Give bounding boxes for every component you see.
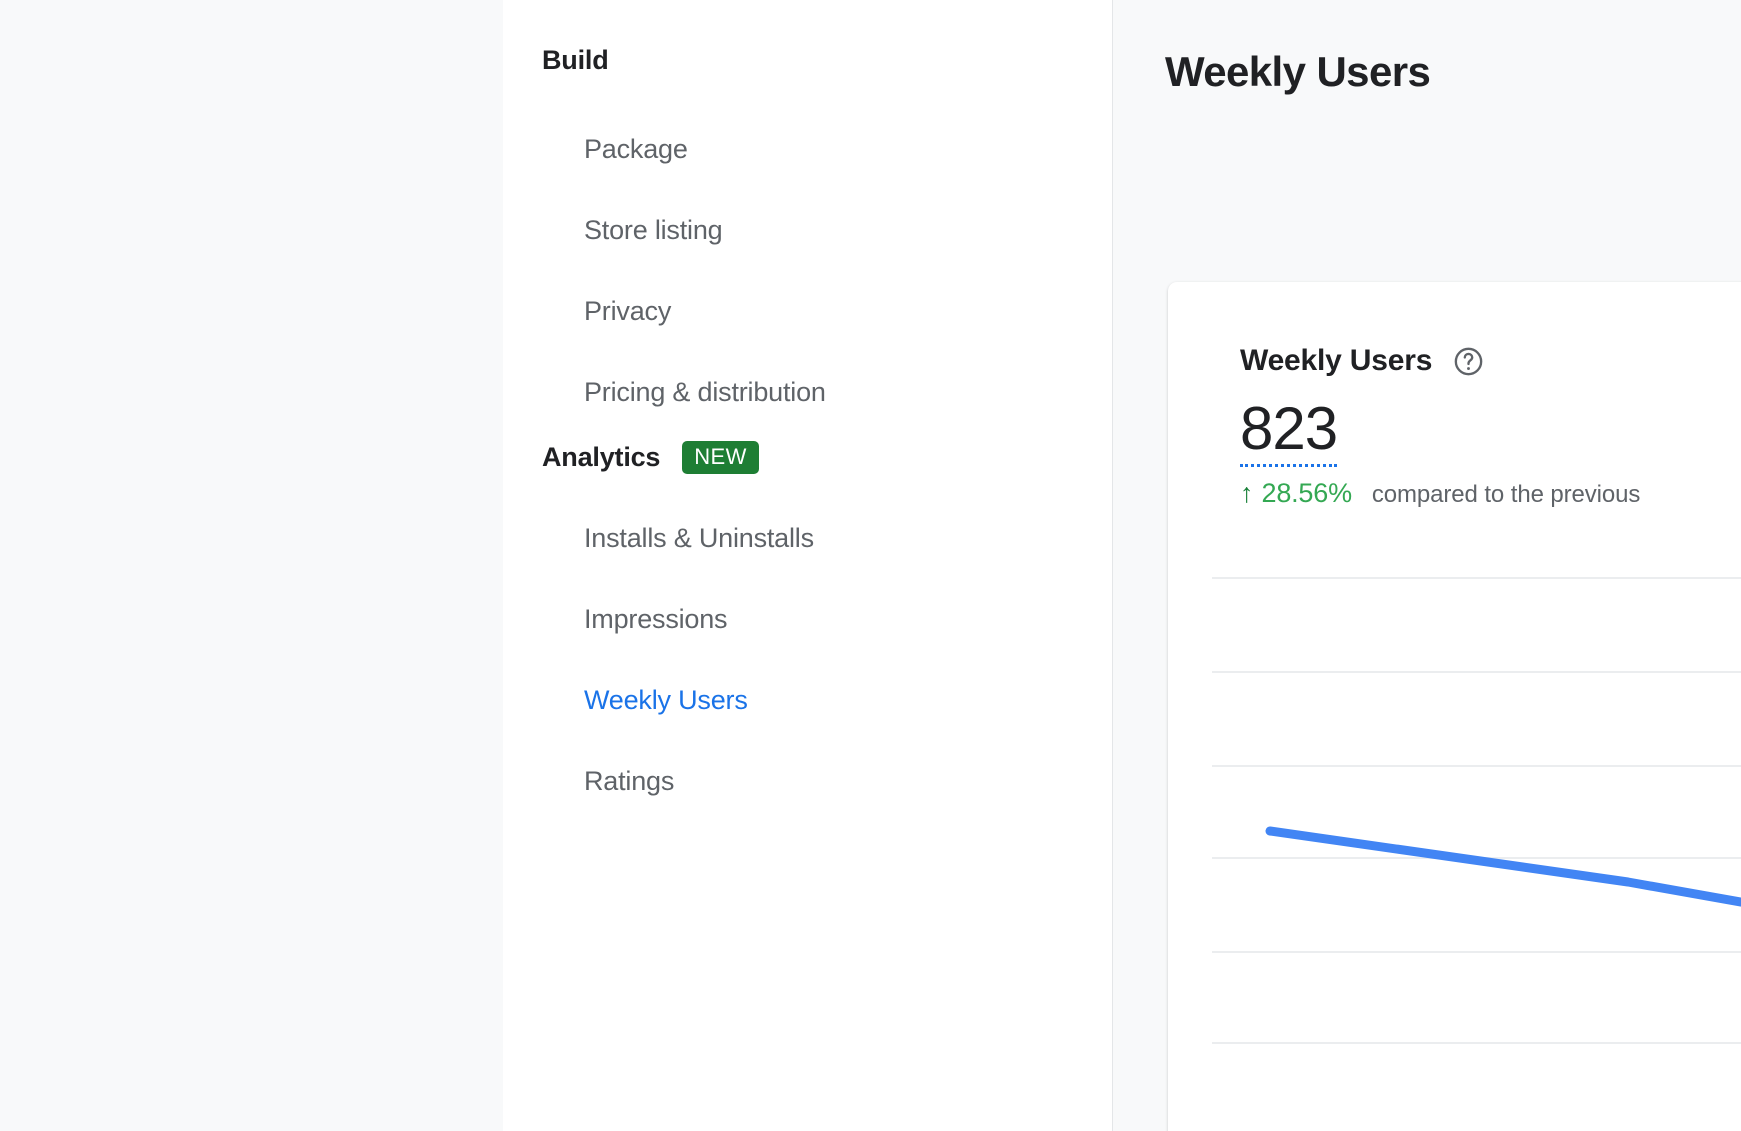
metric-header: Weekly Users [1240,344,1485,378]
card-inner: Weekly Users 823 ↑ 28.56% com [1168,282,1741,1131]
sidebar-item-label: Ratings [584,766,675,796]
chart-gridlines [1212,577,1741,1044]
spacer [503,481,1112,497]
nav-group-build: Build [503,36,1112,84]
chart-svg [1212,577,1741,1044]
sidebar-item-label: Package [584,133,688,164]
nav-group-analytics: Analytics NEW [503,433,1112,481]
delta-note: compared to the previous [1371,481,1641,508]
sidebar-item-ratings[interactable]: Ratings [503,741,1112,822]
metric-title: Weekly Users [1240,344,1433,377]
page-title: Weekly Users [1165,48,1431,95]
nav-group-label: Analytics [542,441,661,472]
left-gutter [0,0,503,1131]
weekly-users-line-chart[interactable] [1168,530,1741,1131]
sidebar-item-label: Weekly Users [584,685,748,715]
metric-delta: ↑ 28.56% compared to the previous [1240,478,1640,509]
sidebar-navigation: Build Package Store listing Privacy Pric… [503,0,1113,1131]
spacer [503,84,1112,108]
metric-value[interactable]: 823 [1240,396,1338,467]
sidebar-item-package[interactable]: Package [503,108,1112,190]
help-circle-icon[interactable] [1452,345,1485,378]
sidebar-item-label: Installs & Uninstalls [584,522,814,553]
main-content: Weekly Users Weekly Users 823 [1113,0,1741,1131]
sidebar-item-pricing-distribution[interactable]: Pricing & distribution [503,352,1112,433]
sidebar-item-store-listing[interactable]: Store listing [503,190,1112,271]
sidebar-item-label: Impressions [584,604,728,634]
nav-group-label: Build [542,44,609,75]
new-badge: NEW [682,440,759,474]
arrow-up-icon: ↑ [1240,478,1254,508]
weekly-users-card: Weekly Users 823 ↑ 28.56% com [1168,282,1741,1131]
chart-series-weekly-users [1265,826,1741,907]
sidebar-item-label: Store listing [584,215,723,245]
sidebar-item-installs-uninstalls[interactable]: Installs & Uninstalls [503,497,1112,579]
sidebar-item-label: Pricing & distribution [584,377,826,407]
sidebar-item-impressions[interactable]: Impressions [503,579,1112,660]
sidebar-item-weekly-users[interactable]: Weekly Users [503,660,1112,741]
sidebar-item-privacy[interactable]: Privacy [503,271,1112,352]
metric-value-wrapper: 823 [1240,396,1338,467]
delta-percent: 28.56% [1261,478,1353,508]
sidebar-item-label: Privacy [584,296,672,326]
